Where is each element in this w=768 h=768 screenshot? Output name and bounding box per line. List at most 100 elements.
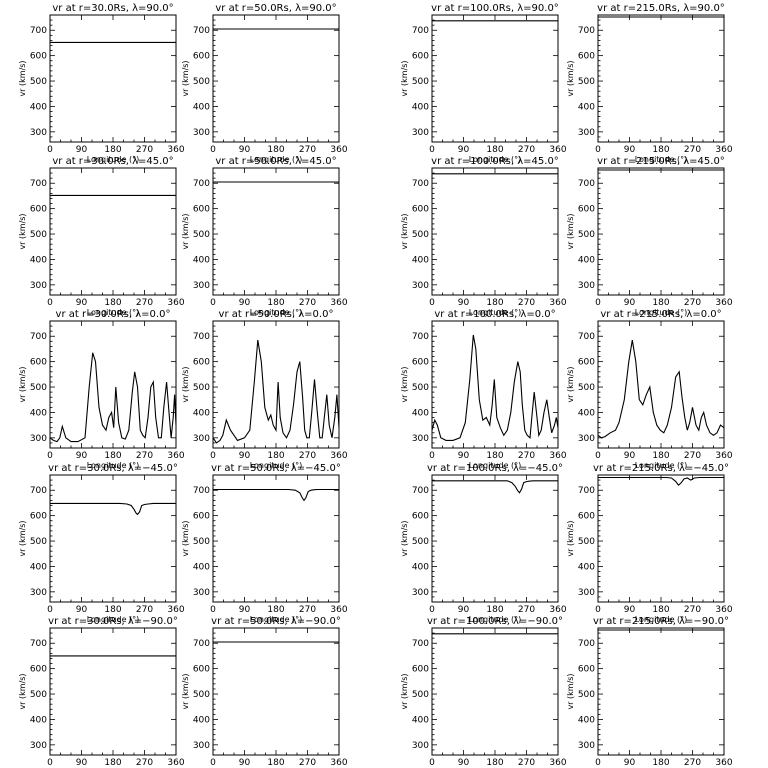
y-tick-label: 500 [193,690,210,700]
y-tick-label: 400 [412,562,429,572]
subplot-title: vr at r=100.0Rs, λ=90.0° [431,3,559,14]
y-tick-label: 500 [30,690,47,700]
y-tick-label: 600 [578,52,595,62]
x-tick-label: 90 [458,451,470,461]
x-tick-label: 0 [210,451,216,461]
plot-frame [597,14,725,143]
y-tick-label: 400 [193,562,210,572]
x-tick-label: 360 [330,145,347,155]
series-line [431,334,559,441]
x-tick-label: 270 [684,145,701,155]
x-tick-label: 0 [595,451,601,461]
x-tick-label: 180 [104,451,121,461]
y-tick-label: 600 [578,358,595,368]
y-tick-label: 600 [578,512,595,522]
y-tick-label: 600 [412,512,429,522]
y-tick-label: 300 [412,741,429,751]
y-tick-label: 700 [578,179,595,189]
x-tick-label: 270 [518,758,535,768]
x-tick-label: 90 [458,605,470,615]
x-axis-label: Longitude (°) [250,155,303,164]
x-axis-label: Longitude (°) [469,461,522,470]
series-line [49,352,177,443]
plot-frame [431,14,559,143]
y-tick-label: 700 [578,332,595,342]
y-tick-label: 300 [578,434,595,444]
x-tick-label: 180 [486,758,503,768]
x-tick-label: 360 [330,758,347,768]
y-tick-label: 700 [412,332,429,342]
x-tick-label: 0 [47,758,53,768]
x-tick-label: 360 [715,298,732,308]
plot-frame [431,627,559,756]
y-tick-label: 500 [30,383,47,393]
y-tick-label: 700 [578,26,595,36]
y-tick-label: 500 [578,537,595,547]
y-tick-label: 400 [578,102,595,112]
x-tick-label: 90 [458,298,470,308]
y-tick-label: 300 [193,434,210,444]
subplot-17: vr at r=30.0Rs, λ=−90.0° 0 90 180 270 360 300 4… [18,616,185,768]
x-tick-label: 0 [210,298,216,308]
y-tick-label: 600 [412,665,429,675]
y-tick-label: 500 [412,537,429,547]
y-tick-label: 500 [30,230,47,240]
x-tick-label: 270 [684,605,701,615]
y-tick-label: 700 [193,26,210,36]
subplot-8: vr at r=215.0Rs, λ=45.0° 0 90 180 270 360 300 4… [566,156,733,317]
x-tick-label: 90 [239,298,251,308]
x-tick-label: 360 [549,298,566,308]
y-tick-label: 300 [30,588,47,598]
y-axis-label: vr (km/s) [181,673,190,709]
y-tick-label: 500 [412,690,429,700]
plot-frame [597,320,725,449]
x-tick-label: 90 [76,758,88,768]
plot-frame [49,167,177,296]
plot-frame [49,627,177,756]
y-tick-label: 700 [412,26,429,36]
x-axis-label: Longitude (°) [469,615,522,624]
y-tick-label: 500 [412,230,429,240]
x-axis-label: Longitude (°) [87,461,140,470]
y-tick-label: 300 [578,588,595,598]
y-tick-label: 300 [193,588,210,598]
x-tick-label: 360 [167,451,184,461]
y-tick-label: 300 [412,128,429,138]
y-tick-label: 300 [412,281,429,291]
y-tick-label: 500 [30,77,47,87]
subplot-18: vr at r=50.0Rs, λ=−90.0° 0 90 180 270 360 300 4… [181,616,348,768]
plot-frame [49,474,177,603]
x-tick-label: 270 [518,298,535,308]
subplot-16: vr at r=215.0Rs, λ=−45.0° 0 90 180 270 360 300… [566,463,733,624]
y-tick-label: 400 [578,562,595,572]
subplot-title: vr at r=100.0Rs, λ=−90.0° [427,616,563,627]
y-tick-label: 300 [193,741,210,751]
y-tick-label: 600 [412,358,429,368]
x-axis-label: Longitude (°) [87,308,140,317]
subplot-13: vr at r=30.0Rs, λ=−45.0° 0 90 180 270 360 300 4… [18,463,185,624]
y-tick-label: 300 [578,281,595,291]
y-tick-label: 600 [412,52,429,62]
x-tick-label: 90 [624,145,636,155]
plot-frame [597,627,725,756]
subplot-title: vr at r=30.0Rs, λ=90.0° [52,3,173,14]
y-tick-label: 700 [193,332,210,342]
y-tick-label: 400 [30,255,47,265]
y-tick-label: 700 [578,639,595,649]
subplot-6: vr at r=50.0Rs, λ=45.0° 0 90 180 270 360 300 40… [181,156,348,317]
subplot-title: vr at r=50.0Rs, λ=90.0° [215,3,336,14]
y-tick-label: 700 [30,332,47,342]
x-tick-label: 360 [167,758,184,768]
x-tick-label: 270 [684,298,701,308]
x-tick-label: 360 [167,298,184,308]
x-tick-label: 0 [47,298,53,308]
x-tick-label: 180 [652,605,669,615]
y-tick-label: 300 [30,128,47,138]
x-axis-label: Longitude (°) [635,308,688,317]
x-tick-label: 0 [210,758,216,768]
y-axis-label: vr (km/s) [566,60,575,96]
x-axis-label: Longitude (°) [250,308,303,317]
y-axis-label: vr (km/s) [566,673,575,709]
y-tick-label: 600 [578,665,595,675]
